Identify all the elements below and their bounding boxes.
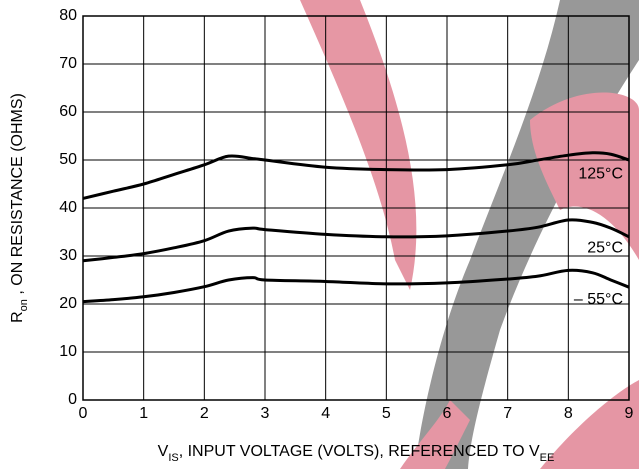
x-tick-label: 5 [382,405,391,422]
series-label: – 55°C [574,291,623,308]
y-tick-label: 0 [68,391,77,408]
x-tick-label: 6 [443,405,452,422]
y-axis-label: Ron , ON RESISTANCE (OHMS) [9,93,30,323]
subscript: on [18,299,30,311]
y-tick-label: 60 [59,103,77,120]
y-tick-label: 40 [59,199,77,216]
x-tick-label: 9 [625,405,634,422]
x-tick-label: 0 [79,405,88,422]
x-tick-label: 8 [564,405,573,422]
subscript: IS [168,452,178,464]
series-line [83,220,629,261]
y-tick-label: 20 [59,295,77,312]
x-tick-label: 7 [503,405,512,422]
label-part: , INPUT VOLTAGE (VOLTS), REFERENCED TO V [179,443,540,460]
x-tick-label: 2 [200,405,209,422]
y-tick-label: 70 [59,55,77,72]
label-part: V [158,443,169,460]
x-axis-label: VIS, INPUT VOLTAGE (VOLTS), REFERENCED T… [158,443,555,464]
subscript: EE [540,452,555,464]
series-label: 25°C [587,239,623,256]
y-tick-label: 10 [59,343,77,360]
y-tick-label: 80 [59,7,77,24]
x-tick-label: 4 [321,405,330,422]
x-tick-label: 1 [139,405,148,422]
y-tick-label: 30 [59,247,77,264]
series-label: 125°C [578,165,623,182]
x-tick-label: 3 [261,405,270,422]
chart: Ron , ON RESISTANCE (OHMS) VIS, INPUT VO… [0,0,639,469]
series-line [83,270,629,301]
y-tick-label: 50 [59,151,77,168]
label-part: , ON RESISTANCE (OHMS) [9,93,26,299]
label-part: R [9,311,26,323]
